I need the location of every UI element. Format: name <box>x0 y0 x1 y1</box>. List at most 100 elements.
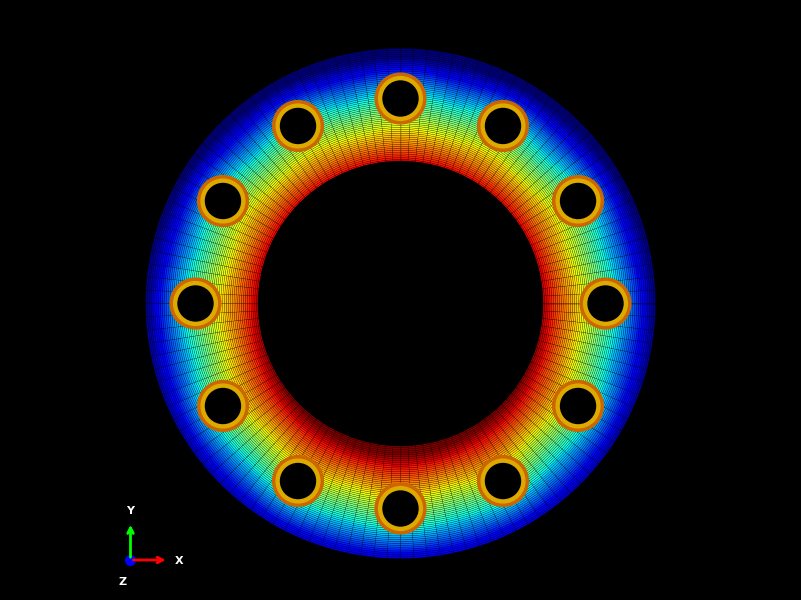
Wedge shape <box>586 323 589 333</box>
Wedge shape <box>553 235 557 244</box>
Wedge shape <box>470 145 480 150</box>
Wedge shape <box>523 134 533 142</box>
Wedge shape <box>549 287 552 296</box>
Wedge shape <box>272 431 280 439</box>
Wedge shape <box>560 143 569 153</box>
Wedge shape <box>192 237 197 248</box>
Wedge shape <box>235 377 240 386</box>
Wedge shape <box>485 154 494 161</box>
Wedge shape <box>209 427 217 438</box>
Wedge shape <box>454 136 464 141</box>
Wedge shape <box>412 523 424 526</box>
Wedge shape <box>260 266 264 274</box>
Wedge shape <box>432 154 441 157</box>
Wedge shape <box>422 505 433 508</box>
Wedge shape <box>194 226 199 237</box>
Wedge shape <box>488 526 501 533</box>
Wedge shape <box>271 167 279 175</box>
Wedge shape <box>191 200 199 211</box>
Wedge shape <box>410 111 421 113</box>
Wedge shape <box>257 167 265 176</box>
Wedge shape <box>254 189 261 198</box>
Wedge shape <box>235 231 239 241</box>
Wedge shape <box>177 244 182 256</box>
Wedge shape <box>316 183 323 188</box>
Wedge shape <box>571 433 579 443</box>
Wedge shape <box>618 376 623 388</box>
Wedge shape <box>321 440 329 445</box>
Wedge shape <box>264 244 269 252</box>
Wedge shape <box>546 319 549 327</box>
Wedge shape <box>435 464 444 468</box>
Wedge shape <box>259 274 262 281</box>
Wedge shape <box>574 162 582 172</box>
Wedge shape <box>368 505 379 508</box>
Wedge shape <box>533 460 542 468</box>
Wedge shape <box>518 97 530 106</box>
Wedge shape <box>607 360 612 371</box>
Wedge shape <box>493 189 499 195</box>
Wedge shape <box>520 384 526 391</box>
Wedge shape <box>400 58 413 60</box>
Wedge shape <box>328 428 335 433</box>
Wedge shape <box>541 377 547 386</box>
Wedge shape <box>248 263 252 272</box>
Wedge shape <box>185 196 191 208</box>
Wedge shape <box>421 113 430 117</box>
Wedge shape <box>449 73 461 77</box>
Wedge shape <box>626 406 634 419</box>
Wedge shape <box>425 152 433 155</box>
Wedge shape <box>313 437 321 443</box>
Wedge shape <box>434 516 446 520</box>
Wedge shape <box>267 451 276 459</box>
Wedge shape <box>541 200 548 209</box>
Wedge shape <box>555 287 557 295</box>
Wedge shape <box>227 121 237 131</box>
Wedge shape <box>223 236 227 246</box>
Wedge shape <box>581 284 584 294</box>
Wedge shape <box>596 346 600 356</box>
Wedge shape <box>227 369 233 379</box>
Wedge shape <box>618 192 625 205</box>
Wedge shape <box>235 221 240 230</box>
Wedge shape <box>232 108 244 118</box>
Wedge shape <box>438 126 448 130</box>
Wedge shape <box>635 316 638 328</box>
Wedge shape <box>546 343 550 352</box>
Wedge shape <box>533 206 540 214</box>
Wedge shape <box>258 395 264 404</box>
Wedge shape <box>536 406 543 414</box>
Wedge shape <box>345 446 353 451</box>
Wedge shape <box>197 189 204 200</box>
Wedge shape <box>208 154 217 164</box>
Wedge shape <box>254 409 261 418</box>
Wedge shape <box>358 145 367 148</box>
Wedge shape <box>215 274 217 284</box>
Wedge shape <box>369 154 377 157</box>
Wedge shape <box>392 477 400 479</box>
Wedge shape <box>400 549 413 551</box>
Wedge shape <box>461 437 469 442</box>
Wedge shape <box>244 476 254 485</box>
Wedge shape <box>565 169 574 179</box>
Wedge shape <box>452 59 465 64</box>
Wedge shape <box>254 230 259 239</box>
Wedge shape <box>246 442 255 451</box>
Wedge shape <box>251 238 256 247</box>
Wedge shape <box>226 322 228 331</box>
Wedge shape <box>505 198 512 205</box>
Wedge shape <box>269 433 278 441</box>
Wedge shape <box>356 470 364 474</box>
Wedge shape <box>203 251 207 262</box>
Wedge shape <box>592 251 597 262</box>
Wedge shape <box>392 130 400 131</box>
Wedge shape <box>574 275 578 285</box>
Wedge shape <box>376 66 388 68</box>
Wedge shape <box>321 145 331 150</box>
Wedge shape <box>530 457 540 465</box>
Wedge shape <box>541 398 548 407</box>
Wedge shape <box>584 274 586 284</box>
Wedge shape <box>196 160 205 172</box>
Wedge shape <box>447 128 457 133</box>
Wedge shape <box>480 505 491 512</box>
